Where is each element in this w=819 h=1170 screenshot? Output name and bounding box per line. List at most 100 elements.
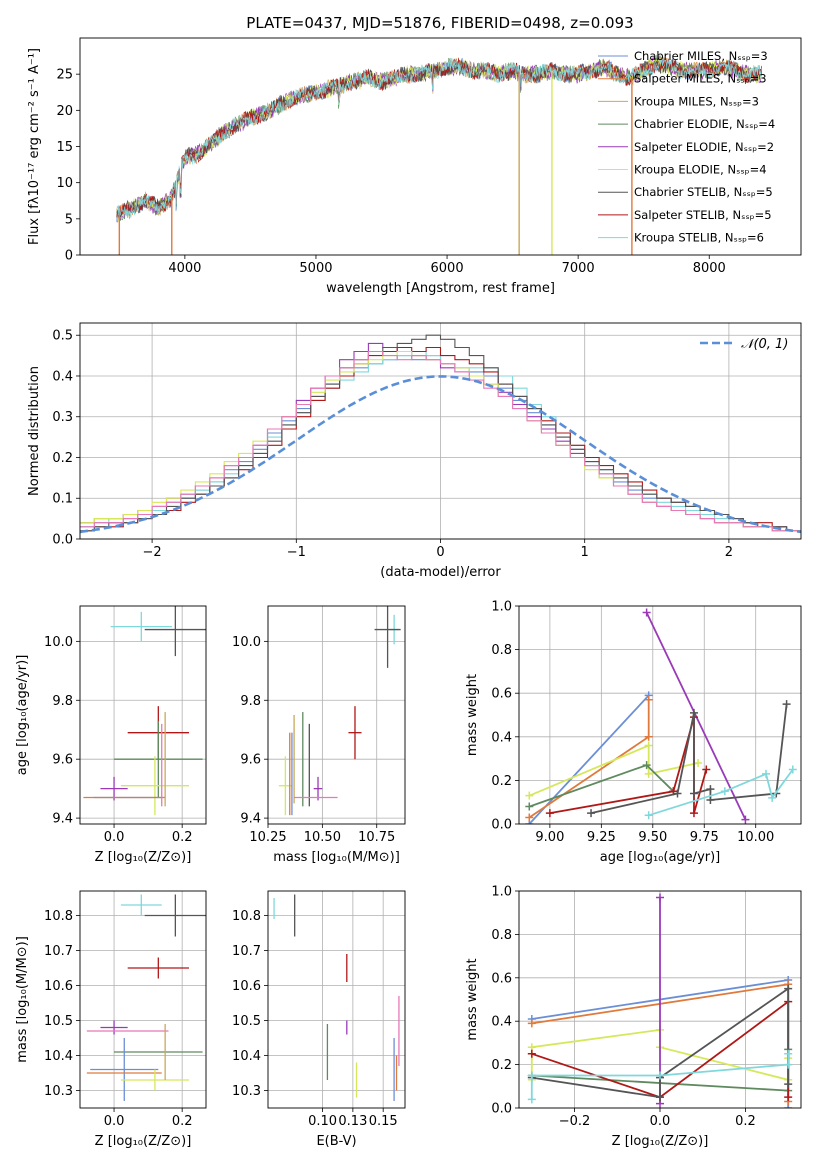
x-axis-label: Z [log₁₀(Z/Z⊙)]	[95, 850, 192, 865]
plot-area-residuals	[80, 334, 801, 534]
y-tick-label: 0	[65, 249, 73, 264]
y-tick-label: 0.4	[491, 1015, 512, 1030]
x-tick-label: 2	[725, 545, 733, 560]
plot-area-spectrum	[116, 54, 763, 255]
y-tick-label: 0.8	[491, 928, 512, 943]
legend-label: Salpeter MILES, Nₛₛₚ=3	[634, 72, 767, 86]
weight-marker	[644, 732, 653, 741]
x-axis-label: E(B-V)	[316, 1134, 356, 1149]
weight-marker	[689, 708, 698, 717]
x-tick-label: 10.75	[358, 830, 395, 845]
y-tick-label: 10.4	[232, 1049, 261, 1064]
x-tick-label: 10.00	[737, 830, 774, 845]
panel-age-vs-Z: 0.0 0.2 9.4 9.6 9.8 10.0 Z [log₁₀(Z/Z⊙)] age [l…	[15, 605, 207, 865]
y-axis-label: mass weight	[465, 674, 480, 756]
legend: Chabrier MILES, Nₛₛₚ=3 Salpeter MILES, Nₛ…	[598, 49, 775, 245]
weight-marker	[741, 815, 750, 824]
figure-title: PLATE=0437, MJD=51876, FIBERID=0498, z=0…	[246, 14, 633, 32]
y-tick-label: 10.0	[232, 635, 261, 650]
weight-marker	[784, 1093, 793, 1102]
x-tick-label: −2	[143, 545, 162, 560]
y-tick-label: 0.1	[52, 492, 73, 507]
weight-marker	[656, 1071, 664, 1080]
y-tick-label: 10.3	[232, 1084, 261, 1099]
legend-label: Salpeter STELIB, Nₛₛₚ=5	[634, 208, 772, 222]
x-tick-label: 9.75	[690, 830, 719, 845]
gaussian-curve	[80, 375, 801, 534]
panels-group: 4000 5000 6000 7000 80000510152025wavelength…	[15, 37, 802, 1149]
weight-marker	[694, 758, 703, 767]
y-axis-label: mass [log₁₀(M/M⊙)]	[15, 936, 30, 1063]
y-tick-label: 0.2	[52, 451, 73, 466]
weight-line	[590, 703, 788, 814]
y-tick-label: 0.2	[491, 1058, 512, 1073]
y-tick-label: 0.6	[491, 971, 512, 986]
x-tick-label: 10.25	[249, 830, 286, 845]
weight-marker	[673, 789, 682, 798]
weight-marker	[644, 811, 653, 820]
y-tick-label: 0.4	[491, 730, 512, 745]
y-tick-label: 0.2	[491, 774, 512, 789]
weight-marker	[525, 813, 534, 822]
x-tick-label: 6000	[431, 261, 464, 276]
y-axis-label: age [log₁₀(age/yr)]	[15, 655, 30, 776]
weight-marker	[525, 802, 534, 811]
weight-marker	[768, 793, 777, 802]
weight-marker	[642, 608, 651, 617]
legend-label: Kroupa STELIB, Nₛₛₚ=6	[634, 231, 764, 245]
plot-area-mass-vs-EBV	[273, 894, 400, 1101]
y-tick-label: 10.4	[44, 1049, 73, 1064]
weight-marker	[784, 1060, 793, 1069]
weight-marker	[642, 761, 651, 770]
weight-marker	[702, 765, 711, 774]
spectrum-line	[116, 57, 762, 217]
weight-marker	[644, 695, 653, 704]
axes-frame	[518, 605, 802, 825]
histogram-step	[80, 350, 801, 532]
weight-marker	[644, 741, 653, 750]
y-tick-label: 0.4	[52, 369, 73, 384]
y-axis-label: Flux [fλ10⁻¹⁷ erg cm⁻² s⁻¹ A⁻¹]	[27, 48, 42, 245]
weight-marker	[527, 1019, 536, 1028]
weight-marker	[784, 984, 793, 993]
x-axis-label: wavelength [Angstrom, rest frame]	[326, 281, 555, 296]
weight-marker	[545, 809, 554, 818]
y-tick-label: 0.0	[491, 818, 512, 833]
legend-label: Kroupa ELODIE, Nₛₛₚ=4	[634, 163, 767, 177]
y-tick-label: 5	[65, 212, 73, 227]
y-tick-label: 1.0	[491, 885, 512, 900]
x-tick-label: 7000	[562, 261, 595, 276]
x-tick-label: 0.0	[104, 1114, 125, 1129]
y-tick-label: 0.5	[52, 329, 73, 344]
legend-label: Chabrier ELODIE, Nₛₛₚ=4	[634, 117, 775, 131]
x-axis-label: Z [log₁₀(Z/Z⊙)]	[95, 1134, 192, 1149]
y-tick-label: 1.0	[491, 600, 512, 615]
x-tick-label: 5000	[299, 261, 332, 276]
weight-marker	[656, 893, 664, 902]
x-tick-label: 9.50	[638, 830, 667, 845]
weight-line	[528, 694, 650, 824]
y-tick-label: 15	[56, 140, 73, 155]
x-tick-label: 0.2	[735, 1114, 756, 1129]
y-tick-label: 0.0	[491, 1102, 512, 1117]
y-tick-label: 10.8	[232, 909, 261, 924]
y-axis-label: Normed distribution	[27, 366, 42, 496]
y-tick-label: 9.4	[52, 812, 73, 827]
x-axis-label: age [log₁₀(age/yr)]	[600, 850, 721, 865]
y-axis-label: mass weight	[465, 958, 480, 1040]
panel-age-vs-mass: 10.25 10.50 10.75 9.4 9.6 9.8 10.0 mass [log₁₀(…	[232, 605, 406, 865]
y-tick-label: 10.3	[44, 1084, 73, 1099]
weight-marker	[784, 1049, 793, 1058]
weight-marker	[587, 809, 596, 818]
y-tick-label: 10.7	[44, 944, 73, 959]
x-tick-label: −1	[287, 545, 306, 560]
weight-marker	[720, 787, 729, 796]
histogram-step	[80, 350, 801, 532]
legend: 𝒩(0, 1)	[700, 337, 788, 352]
legend-label: Salpeter ELODIE, Nₛₛₚ=2	[634, 140, 774, 154]
plot-area-mass-vs-Z	[86, 894, 206, 1101]
y-tick-label: 9.8	[52, 694, 73, 709]
x-tick-label: 0.2	[172, 1114, 193, 1129]
panel-mass-vs-Z: 0.0 0.2 10.3 10.4 10.5 10.6 10.7 10.8 Z [log₁₀(Z…	[15, 890, 207, 1149]
